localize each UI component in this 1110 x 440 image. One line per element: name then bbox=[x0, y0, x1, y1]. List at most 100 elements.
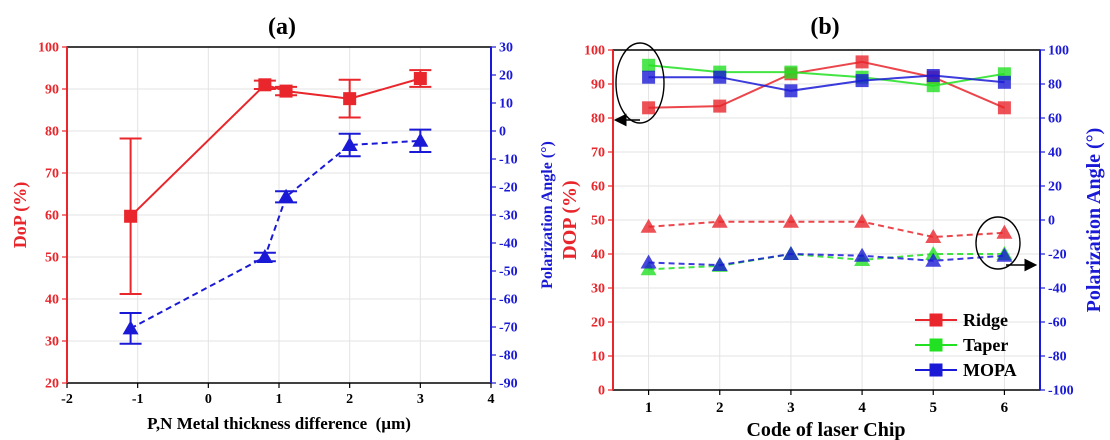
y-left-tick-label: 20 bbox=[591, 316, 605, 331]
data-point-square bbox=[713, 99, 727, 113]
y-left-tick-label: 20 bbox=[45, 377, 59, 392]
y-right-tick-label: 10 bbox=[499, 97, 513, 112]
y-left-tick-label: 90 bbox=[591, 78, 605, 93]
data-point-square bbox=[855, 55, 869, 69]
legend-marker bbox=[929, 338, 943, 352]
data-point-triangle bbox=[278, 188, 295, 203]
x-tick-label: 6 bbox=[1001, 400, 1009, 416]
x-tick-label: 0 bbox=[205, 392, 212, 407]
y-left-tick-label: 100 bbox=[38, 41, 59, 56]
y-right-tick-label: -90 bbox=[499, 377, 518, 392]
y-right-tick-label: -50 bbox=[499, 265, 518, 280]
series-line-taper-left bbox=[648, 64, 1005, 87]
y-right-tick-label: -60 bbox=[1048, 316, 1067, 331]
data-point-triangle bbox=[341, 137, 358, 151]
y-left-tick-label: 60 bbox=[45, 209, 59, 224]
series-line-ridge-right bbox=[648, 220, 1005, 239]
panel-a-label: (a) bbox=[268, 14, 296, 40]
y-left-tick-label: 60 bbox=[591, 180, 605, 195]
data-point-triangle bbox=[854, 213, 871, 228]
y-right-tick-label: -100 bbox=[1048, 384, 1074, 399]
y-left-tick-label: 90 bbox=[45, 83, 59, 98]
panel-a-x-axis-label: P,N Metal thickness difference (µm) bbox=[147, 414, 411, 433]
data-point-square bbox=[784, 84, 798, 98]
data-point-triangle bbox=[782, 246, 799, 260]
legend-label: Ridge bbox=[963, 310, 1008, 330]
legend-label: Taper bbox=[963, 335, 1008, 355]
right-group-ellipse bbox=[975, 216, 1021, 270]
y-right-tick-label: -10 bbox=[499, 153, 518, 168]
y-left-tick-label: 70 bbox=[591, 146, 605, 161]
data-point-square bbox=[413, 72, 427, 85]
data-point-square bbox=[784, 65, 798, 79]
y-left-tick-label: 50 bbox=[591, 214, 605, 229]
y-right-tick-label: 80 bbox=[1048, 78, 1062, 93]
panel-b-right-axis-label: Polarization Angle (°) bbox=[1083, 128, 1105, 313]
y-left-tick-label: 80 bbox=[591, 112, 605, 127]
y-right-tick-label: -60 bbox=[499, 293, 518, 308]
y-left-tick-label: 30 bbox=[45, 335, 59, 350]
y-right-tick-label: 30 bbox=[499, 41, 513, 56]
y-right-tick-label: -80 bbox=[499, 349, 518, 364]
legend-marker bbox=[929, 313, 943, 327]
y-left-tick-label: 70 bbox=[45, 167, 59, 182]
data-point-square bbox=[855, 74, 869, 88]
panel-a-x-ticks: -2 -1 0 1 2 3 4 bbox=[61, 383, 495, 407]
x-tick-label: 3 bbox=[417, 392, 424, 407]
data-point-square bbox=[642, 101, 656, 115]
data-point-triangle bbox=[925, 252, 942, 267]
series-line-taper-right bbox=[648, 252, 1005, 271]
panel-b-series bbox=[640, 55, 1013, 276]
x-tick-label: 2 bbox=[346, 392, 353, 407]
series-line-ridge-left bbox=[648, 60, 1005, 109]
data-point-triangle bbox=[711, 213, 728, 228]
y-right-tick-label: 20 bbox=[499, 69, 513, 84]
panel-b-legend: Ridge Taper MOPA bbox=[915, 310, 1017, 380]
x-tick-label: 3 bbox=[787, 400, 795, 416]
y-left-tick-label: 10 bbox=[591, 350, 605, 365]
panel-b-right-ticks: -100 -80 -60 -40 -20 0 20 40 60 80 100 bbox=[1040, 44, 1074, 399]
data-point-square bbox=[343, 92, 357, 106]
legend-item-ridge: Ridge bbox=[915, 310, 1008, 330]
data-point-triangle bbox=[640, 254, 657, 269]
series-line-blue-right bbox=[130, 139, 421, 330]
x-tick-label: 2 bbox=[716, 400, 724, 416]
data-point-square bbox=[926, 79, 940, 93]
data-point-triangle bbox=[996, 224, 1013, 239]
legend-marker bbox=[929, 363, 943, 377]
panel-b-left-axis-label: DOP (%) bbox=[559, 180, 581, 259]
y-left-tick-label: 40 bbox=[45, 293, 59, 308]
data-point-triangle bbox=[782, 213, 799, 228]
series-line-mopa-right bbox=[648, 252, 1005, 267]
data-point-triangle bbox=[854, 247, 871, 262]
panel-a-left-axis-label: DoP (%) bbox=[10, 182, 31, 249]
data-point-triangle bbox=[996, 247, 1013, 262]
panel-b-label: (b) bbox=[810, 14, 839, 40]
data-point-triangle bbox=[122, 320, 139, 335]
y-left-tick-label: 40 bbox=[591, 248, 605, 263]
series-line-mopa-left bbox=[648, 74, 1005, 92]
data-point-square bbox=[997, 101, 1011, 115]
data-point-triangle bbox=[640, 218, 657, 233]
data-point-triangle bbox=[412, 132, 429, 147]
panel-a-series bbox=[119, 69, 432, 345]
data-point-square bbox=[642, 70, 656, 84]
y-left-tick-label: 50 bbox=[45, 251, 59, 266]
y-right-tick-label: 40 bbox=[1048, 146, 1062, 161]
data-point-square bbox=[926, 69, 940, 82]
y-right-tick-label: 60 bbox=[1048, 112, 1062, 127]
data-point-triangle bbox=[711, 257, 728, 272]
panel-b-x-axis-label: Code of laser Chip bbox=[746, 419, 905, 440]
data-point-triangle bbox=[256, 249, 273, 263]
data-point-square bbox=[713, 70, 727, 84]
data-point-square bbox=[279, 84, 293, 98]
left-group-ellipse bbox=[615, 42, 665, 124]
y-right-tick-label: -20 bbox=[499, 181, 518, 196]
x-tick-label: 4 bbox=[488, 392, 495, 407]
x-tick-label: -1 bbox=[132, 392, 144, 407]
panel-a-left-ticks: 20 30 40 50 60 70 80 90 100 bbox=[38, 41, 67, 392]
data-point-square bbox=[642, 58, 656, 72]
y-right-tick-label: -40 bbox=[499, 237, 518, 252]
